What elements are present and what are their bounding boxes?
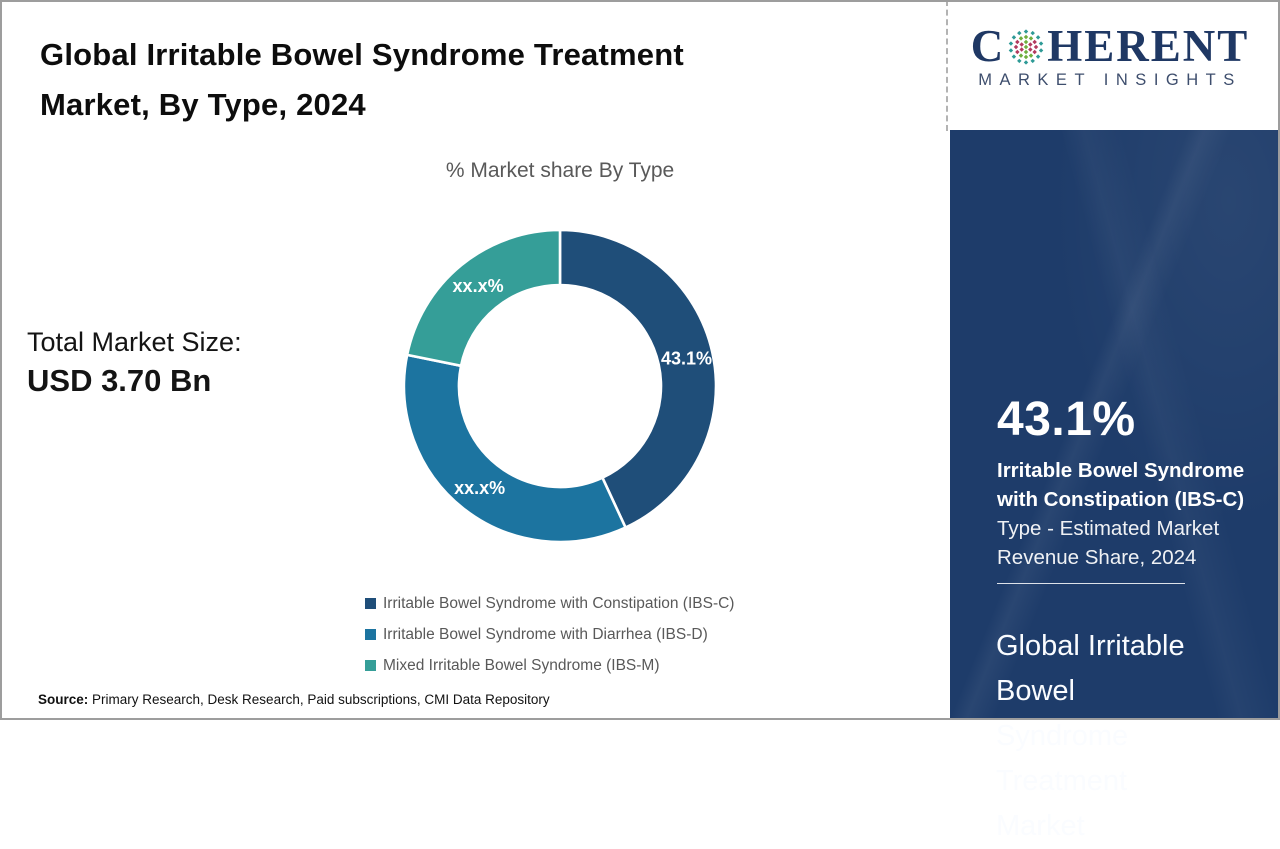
- legend-label-ibs-m: Mixed Irritable Bowel Syndrome (IBS-M): [383, 656, 660, 674]
- source-text: Primary Research, Desk Research, Paid su…: [88, 692, 550, 707]
- panel-stat-label-bold: Irritable Bowel Syndrome with Constipati…: [997, 459, 1245, 511]
- legend-item-ibs-d: Irritable Bowel Syndrome with Diarrhea (…: [365, 619, 734, 650]
- logo-wordmark: C HERENT: [962, 22, 1258, 70]
- globe-dot: [1036, 35, 1041, 40]
- logo-tagline: MARKET INSIGHTS: [978, 71, 1242, 89]
- globe-dot: [1018, 53, 1024, 58]
- coherent-market-insights-logo: C HERENT MARKET INSIGHTS: [962, 22, 1258, 90]
- legend-label-ibs-c: Irritable Bowel Syndrome with Constipati…: [383, 594, 735, 612]
- donut-segment-2: [405, 228, 562, 368]
- source-line: Source: Primary Research, Desk Research,…: [38, 692, 550, 707]
- legend-swatch-ibs-d: [365, 629, 376, 640]
- donut-chart-wrap: 43.1% xx.x% xx.x%: [400, 226, 720, 546]
- globe-dot: [1023, 60, 1029, 65]
- globe-dot: [1032, 39, 1038, 45]
- dashed-divider: [946, 0, 948, 131]
- globe-dot: [1023, 49, 1029, 55]
- globe-dot: [1023, 54, 1029, 60]
- globe-dot: [1019, 42, 1025, 47]
- logo-word-rest: HERENT: [1047, 21, 1250, 71]
- globe-dot: [1023, 39, 1029, 45]
- globe-dot: [1039, 41, 1044, 46]
- total-market-size-label: Total Market Size:: [27, 327, 242, 357]
- globe-dot: [1023, 29, 1029, 34]
- globe-dot: [1017, 58, 1022, 64]
- globe-dot: [1028, 47, 1033, 52]
- globe-dot: [1030, 58, 1036, 64]
- total-market-size-block: Total Market Size: USD 3.70 Bn: [27, 325, 242, 400]
- donut-chart: 43.1% xx.x% xx.x%: [402, 228, 718, 544]
- total-market-size-value: USD 3.70 Bn: [27, 363, 212, 398]
- panel-stat-value: 43.1%: [997, 393, 1136, 446]
- legend-swatch-ibs-c: [365, 598, 376, 609]
- globe-dot: [1015, 39, 1020, 45]
- globe-dot: [1036, 54, 1041, 59]
- globe-dot: [1030, 30, 1036, 36]
- page-title: Global Irritable Bowel Syndrome Treatmen…: [40, 37, 684, 122]
- globe-dot: [1028, 53, 1034, 58]
- chart-title: % Market share By Type: [445, 159, 675, 182]
- globe-dot: [1011, 35, 1017, 40]
- globe-dot: [1017, 30, 1022, 36]
- globe-dot: [1039, 48, 1044, 53]
- globe-dot: [1015, 49, 1020, 55]
- logo-letter-c: C: [970, 21, 1006, 71]
- legend-swatch-ibs-m: [365, 660, 376, 671]
- legend-item-ibs-c: Irritable Bowel Syndrome with Constipati…: [365, 588, 734, 619]
- legend-item-ibs-m: Mixed Irritable Bowel Syndrome (IBS-M): [365, 650, 734, 681]
- donut-segment-1: [402, 353, 627, 544]
- globe-dot: [1013, 44, 1019, 50]
- globe-dot: [1023, 44, 1029, 50]
- globe-dot: [1018, 36, 1024, 41]
- globe-icon: [1008, 29, 1044, 65]
- globe-dot: [1033, 44, 1039, 50]
- globe-dot: [1028, 36, 1034, 41]
- panel-divider-line: [997, 583, 1185, 584]
- globe-dot: [1011, 54, 1017, 59]
- panel-headline: Global Irritable Bowel Syndrome Treatmen…: [996, 630, 1185, 842]
- globe-dot: [1008, 48, 1014, 53]
- donut-segment-0: [558, 228, 718, 529]
- panel-stat-label-regular: Type - Estimated Market Revenue Share, 2…: [997, 517, 1220, 569]
- chart-legend: Irritable Bowel Syndrome with Constipati…: [365, 588, 734, 681]
- source-label: Source:: [38, 692, 89, 707]
- donut-segment-label-1: xx.x%: [454, 478, 505, 498]
- globe-dot: [1008, 41, 1014, 46]
- donut-segment-label-0: 43.1%: [661, 349, 712, 369]
- globe-dot: [1023, 34, 1029, 40]
- globe-dot: [1019, 47, 1025, 52]
- legend-label-ibs-d: Irritable Bowel Syndrome with Diarrhea (…: [383, 625, 708, 643]
- donut-segment-label-2: xx.x%: [453, 276, 504, 296]
- side-panel: 43.1% Irritable Bowel Syndrome with Cons…: [950, 130, 1278, 842]
- globe-dot: [1028, 42, 1033, 47]
- globe-dot: [1032, 49, 1038, 55]
